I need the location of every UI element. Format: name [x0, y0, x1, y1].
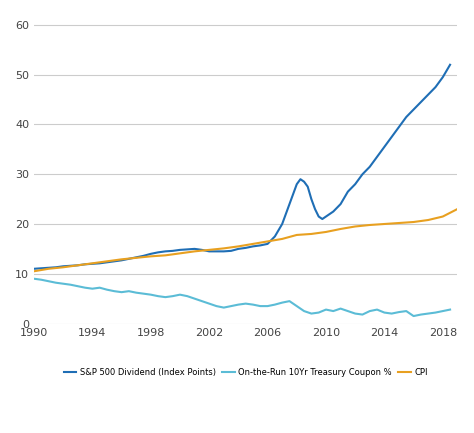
CPI [455, 207, 460, 212]
On-the-Run 10Yr Treasury Coupon % [410, 313, 416, 319]
CPI [367, 223, 373, 228]
CPI [192, 249, 198, 254]
CPI [46, 266, 52, 271]
Legend: S&P 500 Dividend (Index Points), On-the-Run 10Yr Treasury Coupon %, CPI: S&P 500 Dividend (Index Points), On-the-… [60, 365, 431, 380]
S&P 500 Dividend (Index Points) [389, 134, 394, 139]
On-the-Run 10Yr Treasury Coupon % [309, 311, 314, 316]
CPI [221, 246, 227, 251]
Line: S&P 500 Dividend (Index Points): S&P 500 Dividend (Index Points) [34, 65, 450, 269]
CPI [382, 221, 387, 226]
CPI [75, 263, 81, 268]
Line: CPI: CPI [34, 209, 457, 271]
CPI [323, 229, 329, 235]
On-the-Run 10Yr Treasury Coupon % [338, 306, 344, 311]
CPI [425, 217, 431, 223]
CPI [250, 241, 256, 246]
CPI [236, 244, 241, 249]
CPI [279, 236, 285, 242]
CPI [294, 233, 300, 238]
CPI [352, 224, 358, 229]
CPI [338, 226, 344, 232]
On-the-Run 10Yr Treasury Coupon % [447, 307, 453, 312]
CPI [31, 268, 37, 274]
S&P 500 Dividend (Index Points) [440, 74, 446, 80]
CPI [206, 247, 212, 252]
CPI [60, 265, 66, 270]
S&P 500 Dividend (Index Points) [298, 177, 303, 182]
CPI [309, 231, 314, 236]
CPI [265, 239, 271, 244]
S&P 500 Dividend (Index Points) [119, 258, 125, 263]
CPI [90, 261, 95, 266]
Line: On-the-Run 10Yr Treasury Coupon %: On-the-Run 10Yr Treasury Coupon % [34, 279, 450, 316]
On-the-Run 10Yr Treasury Coupon % [433, 310, 438, 315]
S&P 500 Dividend (Index Points) [447, 62, 453, 68]
S&P 500 Dividend (Index Points) [148, 251, 154, 256]
CPI [133, 255, 139, 260]
On-the-Run 10Yr Treasury Coupon % [133, 290, 139, 295]
CPI [440, 214, 446, 219]
On-the-Run 10Yr Treasury Coupon % [31, 276, 37, 281]
CPI [163, 253, 168, 258]
CPI [177, 251, 183, 256]
CPI [104, 259, 110, 264]
CPI [119, 257, 125, 262]
On-the-Run 10Yr Treasury Coupon % [126, 288, 132, 294]
S&P 500 Dividend (Index Points) [68, 263, 73, 268]
CPI [410, 220, 416, 225]
On-the-Run 10Yr Treasury Coupon % [382, 310, 387, 315]
S&P 500 Dividend (Index Points) [31, 266, 37, 271]
CPI [148, 254, 154, 259]
CPI [396, 220, 402, 226]
